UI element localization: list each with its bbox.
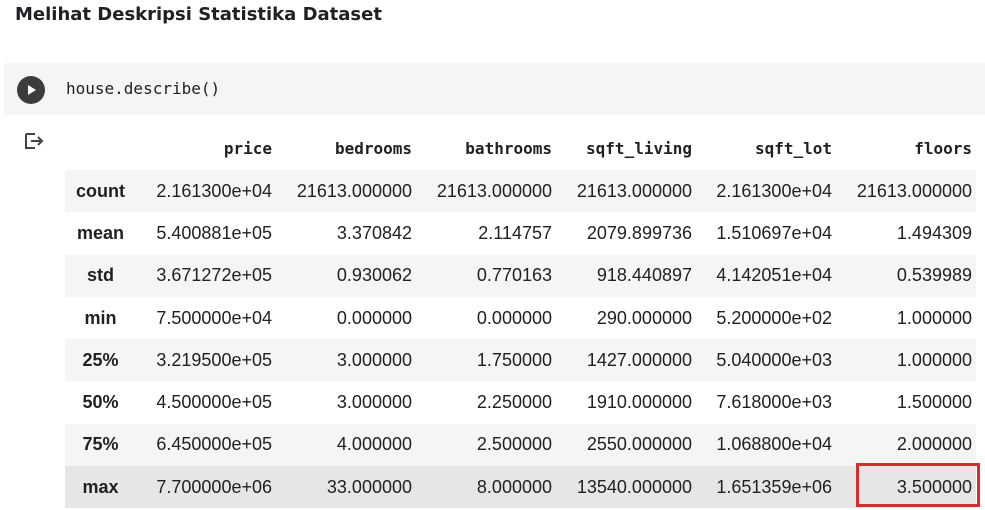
table-cell: 3.000000 [336,392,412,413]
table-cell: 33.000000 [326,476,412,497]
table-cell: 2.161300e+04 [156,180,272,201]
table-cell: 2.114757 [478,222,552,243]
table-cell: 1.651359e+06 [716,476,832,497]
table-cell: 1.000000 [896,307,972,328]
table-cell: 21613.000000 [296,180,412,201]
section-heading: Melihat Deskripsi Statistika Dataset [15,4,382,25]
table-cell: 3.370842 [336,222,412,243]
table-cell: 5.040000e+03 [716,349,832,370]
table-cell: 0.000000 [336,307,412,328]
table-row: 50% 4.500000e+05 3.000000 2.250000 1910.… [65,381,976,423]
table-cell: 21613.000000 [436,180,552,201]
table-cell: 7.500000e+04 [156,307,272,328]
column-header: sqft_living [586,139,692,158]
table-cell: 1.510697e+04 [716,222,832,243]
code-input[interactable]: house.describe() [66,79,221,98]
table-cell: 0.539989 [896,265,972,286]
table-cell: 2.161300e+04 [716,180,832,201]
table-row: max 7.700000e+06 33.000000 8.000000 1354… [65,466,976,509]
row-label: 75% [82,434,119,455]
table-cell: 1.500000 [896,392,972,413]
column-header: bedrooms [334,139,412,158]
table-cell: 2.000000 [896,434,972,455]
table-row: std 3.671272e+05 0.930062 0.770163 918.4… [65,254,976,297]
describe-table: price bedrooms bathrooms sqft_living sqf… [65,127,976,509]
table-cell: 1427.000000 [586,349,692,370]
table-row: 75% 6.450000e+05 4.000000 2.500000 2550.… [65,423,976,467]
table-cell highlighted-cell: 3.500000 [896,476,972,497]
table-row: mean 5.400881e+05 3.370842 2.114757 2079… [65,212,976,254]
table-cell: 7.618000e+03 [716,392,832,413]
table-cell: 6.450000e+05 [156,434,272,455]
table-cell: 1.068800e+04 [716,434,832,455]
table-cell: 1.000000 [896,349,972,370]
row-label: std [87,265,114,286]
table-cell: 1910.000000 [586,392,692,413]
table-cell: 5.200000e+02 [716,307,832,328]
row-label: 50% [82,392,119,413]
table-cell: 0.000000 [476,307,552,328]
row-label: count [76,180,125,201]
row-label: 25% [82,349,119,370]
table-cell: 4.500000e+05 [156,392,272,413]
table-row: 25% 3.219500e+05 3.000000 1.750000 1427.… [65,339,976,382]
table-row: count 2.161300e+04 21613.000000 21613.00… [65,170,976,213]
table-cell: 0.930062 [336,265,412,286]
table-cell: 918.440897 [596,265,692,286]
table-cell: 21613.000000 [856,180,972,201]
table-cell: 3.671272e+05 [156,265,272,286]
table-cell: 4.000000 [336,434,412,455]
output-redirect-icon[interactable] [22,130,46,154]
column-header: floors [914,139,972,158]
table-cell: 0.770163 [476,265,552,286]
table-cell: 2.500000 [476,434,552,455]
column-header: price [223,139,272,158]
table-cell: 2550.000000 [586,434,692,455]
table-cell: 3.000000 [336,349,412,370]
table-cell: 2079.899736 [586,222,692,243]
code-cell[interactable] [4,63,985,115]
table-cell: 3.219500e+05 [156,349,272,370]
table-cell: 8.000000 [476,476,552,497]
column-header: bathrooms [465,139,552,158]
run-cell-button[interactable] [17,76,45,104]
row-label: min [84,307,117,328]
table-cell: 290.000000 [596,307,692,328]
table-cell: 13540.000000 [576,476,692,497]
table-cell: 4.142051e+04 [716,265,832,286]
row-label: mean [76,222,125,243]
table-header-row: price bedrooms bathrooms sqft_living sqf… [65,127,976,170]
row-label: max [82,476,119,497]
table-cell: 1.750000 [476,349,552,370]
column-header: sqft_lot [754,139,832,158]
table-row: min 7.500000e+04 0.000000 0.000000 290.0… [65,297,976,339]
play-icon [28,85,36,95]
table-cell: 2.250000 [476,392,552,413]
table-cell: 21613.000000 [576,180,692,201]
table-cell: 5.400881e+05 [156,222,272,243]
table-cell: 1.494309 [896,222,972,243]
index-header [65,127,136,170]
table-cell: 7.700000e+06 [156,476,272,497]
